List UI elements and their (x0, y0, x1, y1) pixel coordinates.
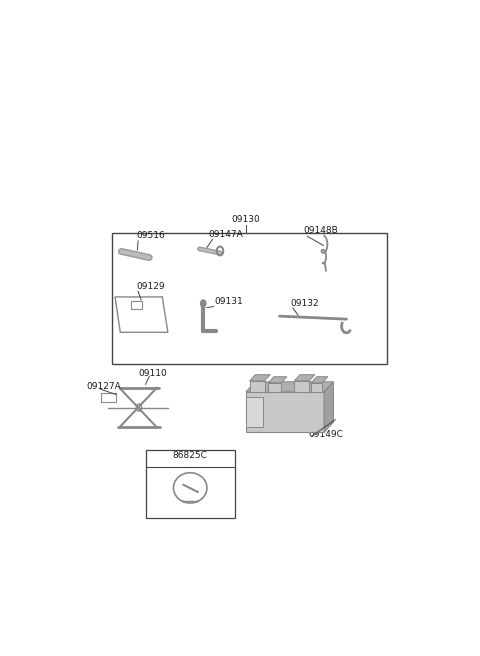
Circle shape (201, 300, 206, 307)
Text: 09132: 09132 (290, 298, 319, 308)
Polygon shape (250, 380, 264, 392)
Polygon shape (246, 382, 334, 392)
Bar (145, 450, 235, 518)
Polygon shape (311, 383, 322, 392)
Bar (246, 397, 263, 427)
Polygon shape (324, 382, 334, 432)
Polygon shape (250, 375, 270, 380)
Polygon shape (294, 375, 315, 380)
Text: 09147A: 09147A (209, 230, 243, 239)
Polygon shape (268, 377, 287, 383)
Text: 09516: 09516 (136, 232, 165, 240)
Text: 86825C: 86825C (173, 451, 208, 460)
Text: 09130: 09130 (232, 215, 260, 224)
Bar (131, 302, 142, 308)
Polygon shape (311, 377, 328, 383)
Polygon shape (246, 392, 324, 432)
Text: 09131: 09131 (215, 297, 243, 306)
Text: 09110: 09110 (138, 369, 167, 378)
Text: 09127A: 09127A (86, 382, 121, 391)
Bar (101, 393, 116, 402)
Polygon shape (268, 383, 281, 392)
Text: 09129: 09129 (136, 282, 165, 291)
Polygon shape (294, 380, 309, 392)
Text: 09149C: 09149C (309, 430, 343, 439)
Bar (112, 233, 387, 364)
Text: 09148B: 09148B (304, 226, 338, 236)
